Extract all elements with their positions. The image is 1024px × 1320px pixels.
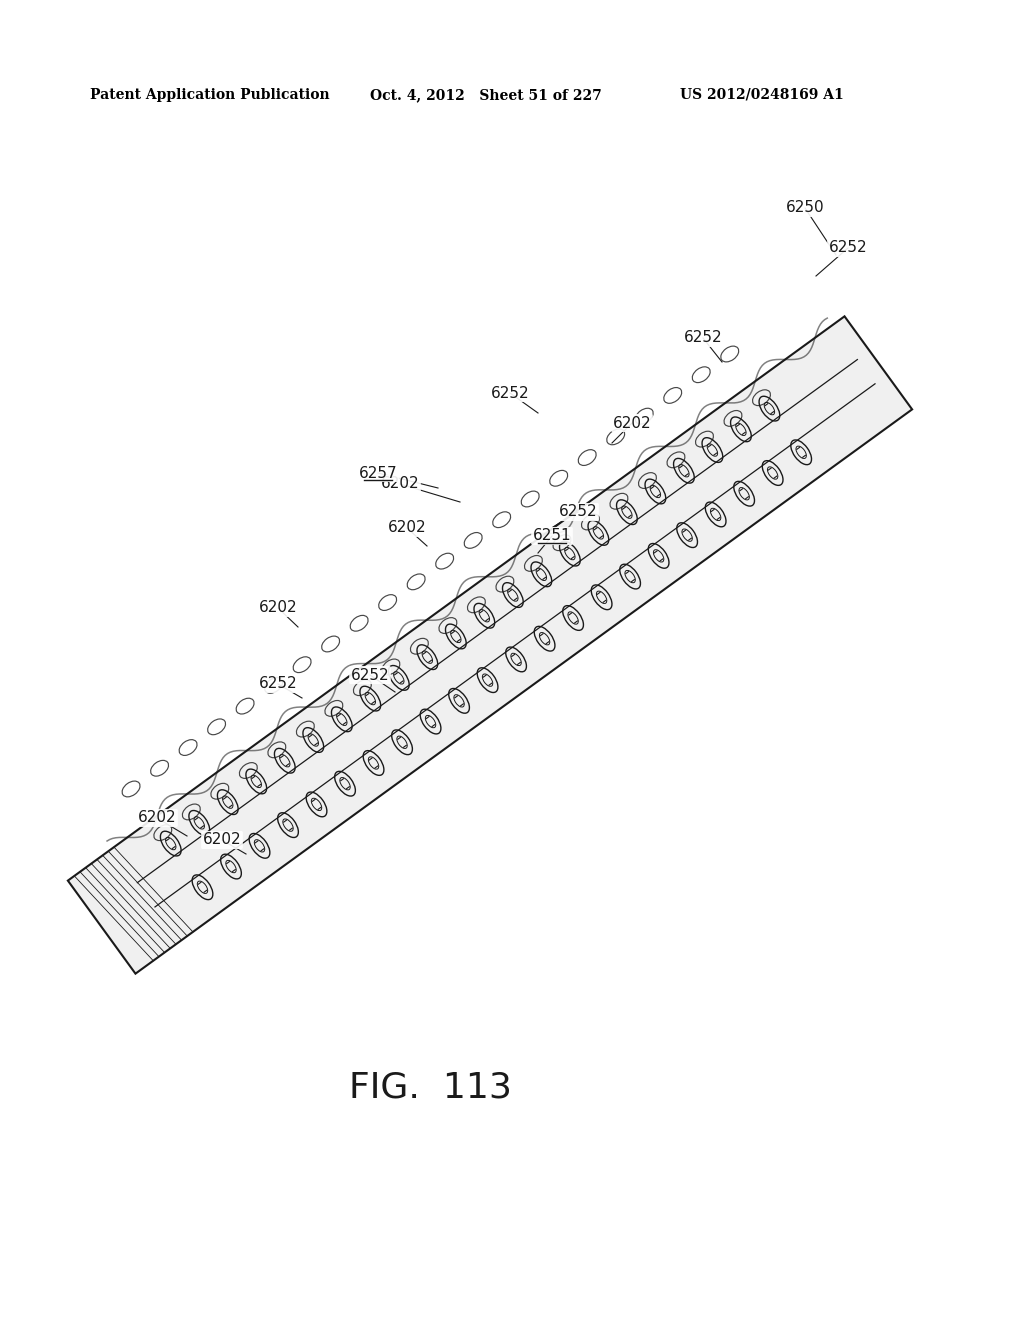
- Text: 6252: 6252: [684, 330, 722, 346]
- Text: 6252: 6252: [490, 385, 529, 400]
- Text: 6250: 6250: [785, 201, 824, 215]
- Text: Oct. 4, 2012   Sheet 51 of 227: Oct. 4, 2012 Sheet 51 of 227: [370, 88, 602, 102]
- Text: 6252: 6252: [259, 676, 297, 692]
- Text: 6202: 6202: [259, 601, 297, 615]
- Text: 6202: 6202: [381, 477, 419, 491]
- Text: 6251: 6251: [532, 528, 571, 544]
- Text: 6252: 6252: [350, 668, 389, 682]
- Polygon shape: [68, 317, 912, 974]
- Text: 6252: 6252: [828, 240, 867, 256]
- Text: 6252: 6252: [559, 504, 597, 520]
- Text: 6202: 6202: [203, 833, 242, 847]
- Text: 6202: 6202: [388, 520, 426, 536]
- Text: 6202: 6202: [137, 810, 176, 825]
- Text: US 2012/0248169 A1: US 2012/0248169 A1: [680, 88, 844, 102]
- Text: FIG.  113: FIG. 113: [348, 1071, 511, 1105]
- Text: 6202: 6202: [612, 416, 651, 430]
- Text: 6257: 6257: [358, 466, 397, 480]
- Text: Patent Application Publication: Patent Application Publication: [90, 88, 330, 102]
